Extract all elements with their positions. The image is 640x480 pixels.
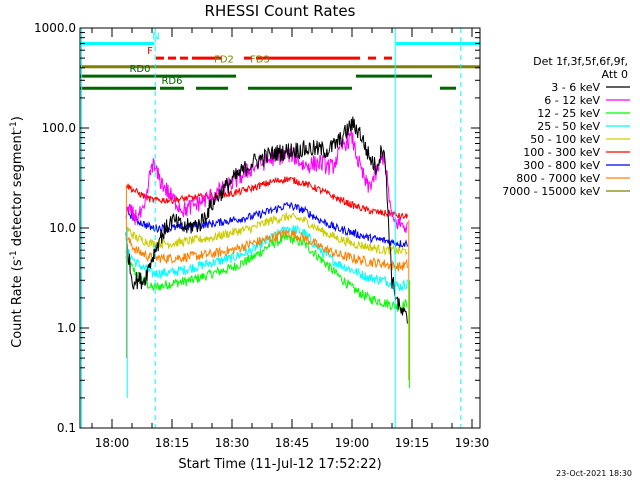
- x-tick-label: 18:30: [215, 436, 250, 450]
- state-label-fd2: FD2: [214, 55, 234, 66]
- x-tick-label: 19:15: [395, 436, 430, 450]
- x-tick-label: 18:45: [275, 436, 310, 450]
- legend-label: 800 - 7000 keV: [516, 172, 600, 185]
- series-line-2: [125, 232, 408, 312]
- axes-layer: 0.1 1.0 10.0 100.0 1000.0 18:00 18:15 18:30 18:4…: [34, 21, 489, 450]
- y-tick-label: 1000.0: [34, 21, 76, 35]
- series-line-4: [125, 212, 408, 256]
- legend-header-line-2: Att 0: [602, 68, 628, 81]
- x-axis-label: Start Time (11-Jul-12 17:52:22): [178, 457, 381, 472]
- state-label-n: N: [152, 31, 159, 42]
- state-label-f: F: [147, 46, 153, 57]
- legend-label: 100 - 300 keV: [523, 146, 600, 159]
- state-label-fd3: FD3: [250, 55, 270, 66]
- y-tick-label: 100.0: [42, 121, 76, 135]
- y-axis-label-main: Count Rate (s: [10, 259, 25, 348]
- x-tick-label: 18:15: [155, 436, 190, 450]
- legend-header-line-1: Det 1f,3f,5f,6f,9f,: [533, 55, 628, 68]
- y-axis-label-sup2: -1: [9, 121, 19, 130]
- legend-label: 3 - 6 keV: [551, 81, 600, 94]
- series-line-6: [125, 201, 408, 249]
- y-axis-label: Count Rate (s-1 detector segment-1): [9, 116, 25, 348]
- series-line-5: [125, 176, 408, 222]
- legend-label: 6 - 12 keV: [544, 94, 600, 107]
- legend-label: 25 - 50 keV: [537, 120, 600, 133]
- legend-label: 7000 - 15000 keV: [502, 185, 600, 198]
- series-layer: [125, 116, 411, 398]
- y-tick-label: 10.0: [49, 221, 76, 235]
- y-axis-label-sup1: -1: [9, 250, 19, 259]
- y-tick-label: 1.0: [57, 321, 76, 335]
- state-bars-layer: NF FD2 FD3 RD0 RD6: [80, 31, 480, 90]
- series-line-3: [125, 224, 408, 292]
- x-tick-label: 19:30: [455, 436, 490, 450]
- chart-title: RHESSI Count Rates: [205, 2, 356, 20]
- y-axis-label-mid: detector segment: [10, 130, 25, 250]
- state-label-rd0: RD0: [129, 64, 150, 75]
- legend-label: 300 - 800 keV: [523, 159, 600, 172]
- y-tick-label: 0.1: [57, 421, 76, 435]
- state-label-rd6: RD6: [161, 76, 182, 87]
- legend-label: 50 - 100 keV: [530, 133, 600, 146]
- legend-label: 12 - 25 keV: [537, 107, 600, 120]
- x-tick-label: 18:00: [95, 436, 130, 450]
- series-line-7: [125, 229, 408, 272]
- y-axis-label-end: ): [10, 116, 25, 121]
- x-tick-label: 19:00: [335, 436, 370, 450]
- footer-date: 23-Oct-2021 18:30: [556, 469, 632, 478]
- series-line-0: [125, 116, 408, 324]
